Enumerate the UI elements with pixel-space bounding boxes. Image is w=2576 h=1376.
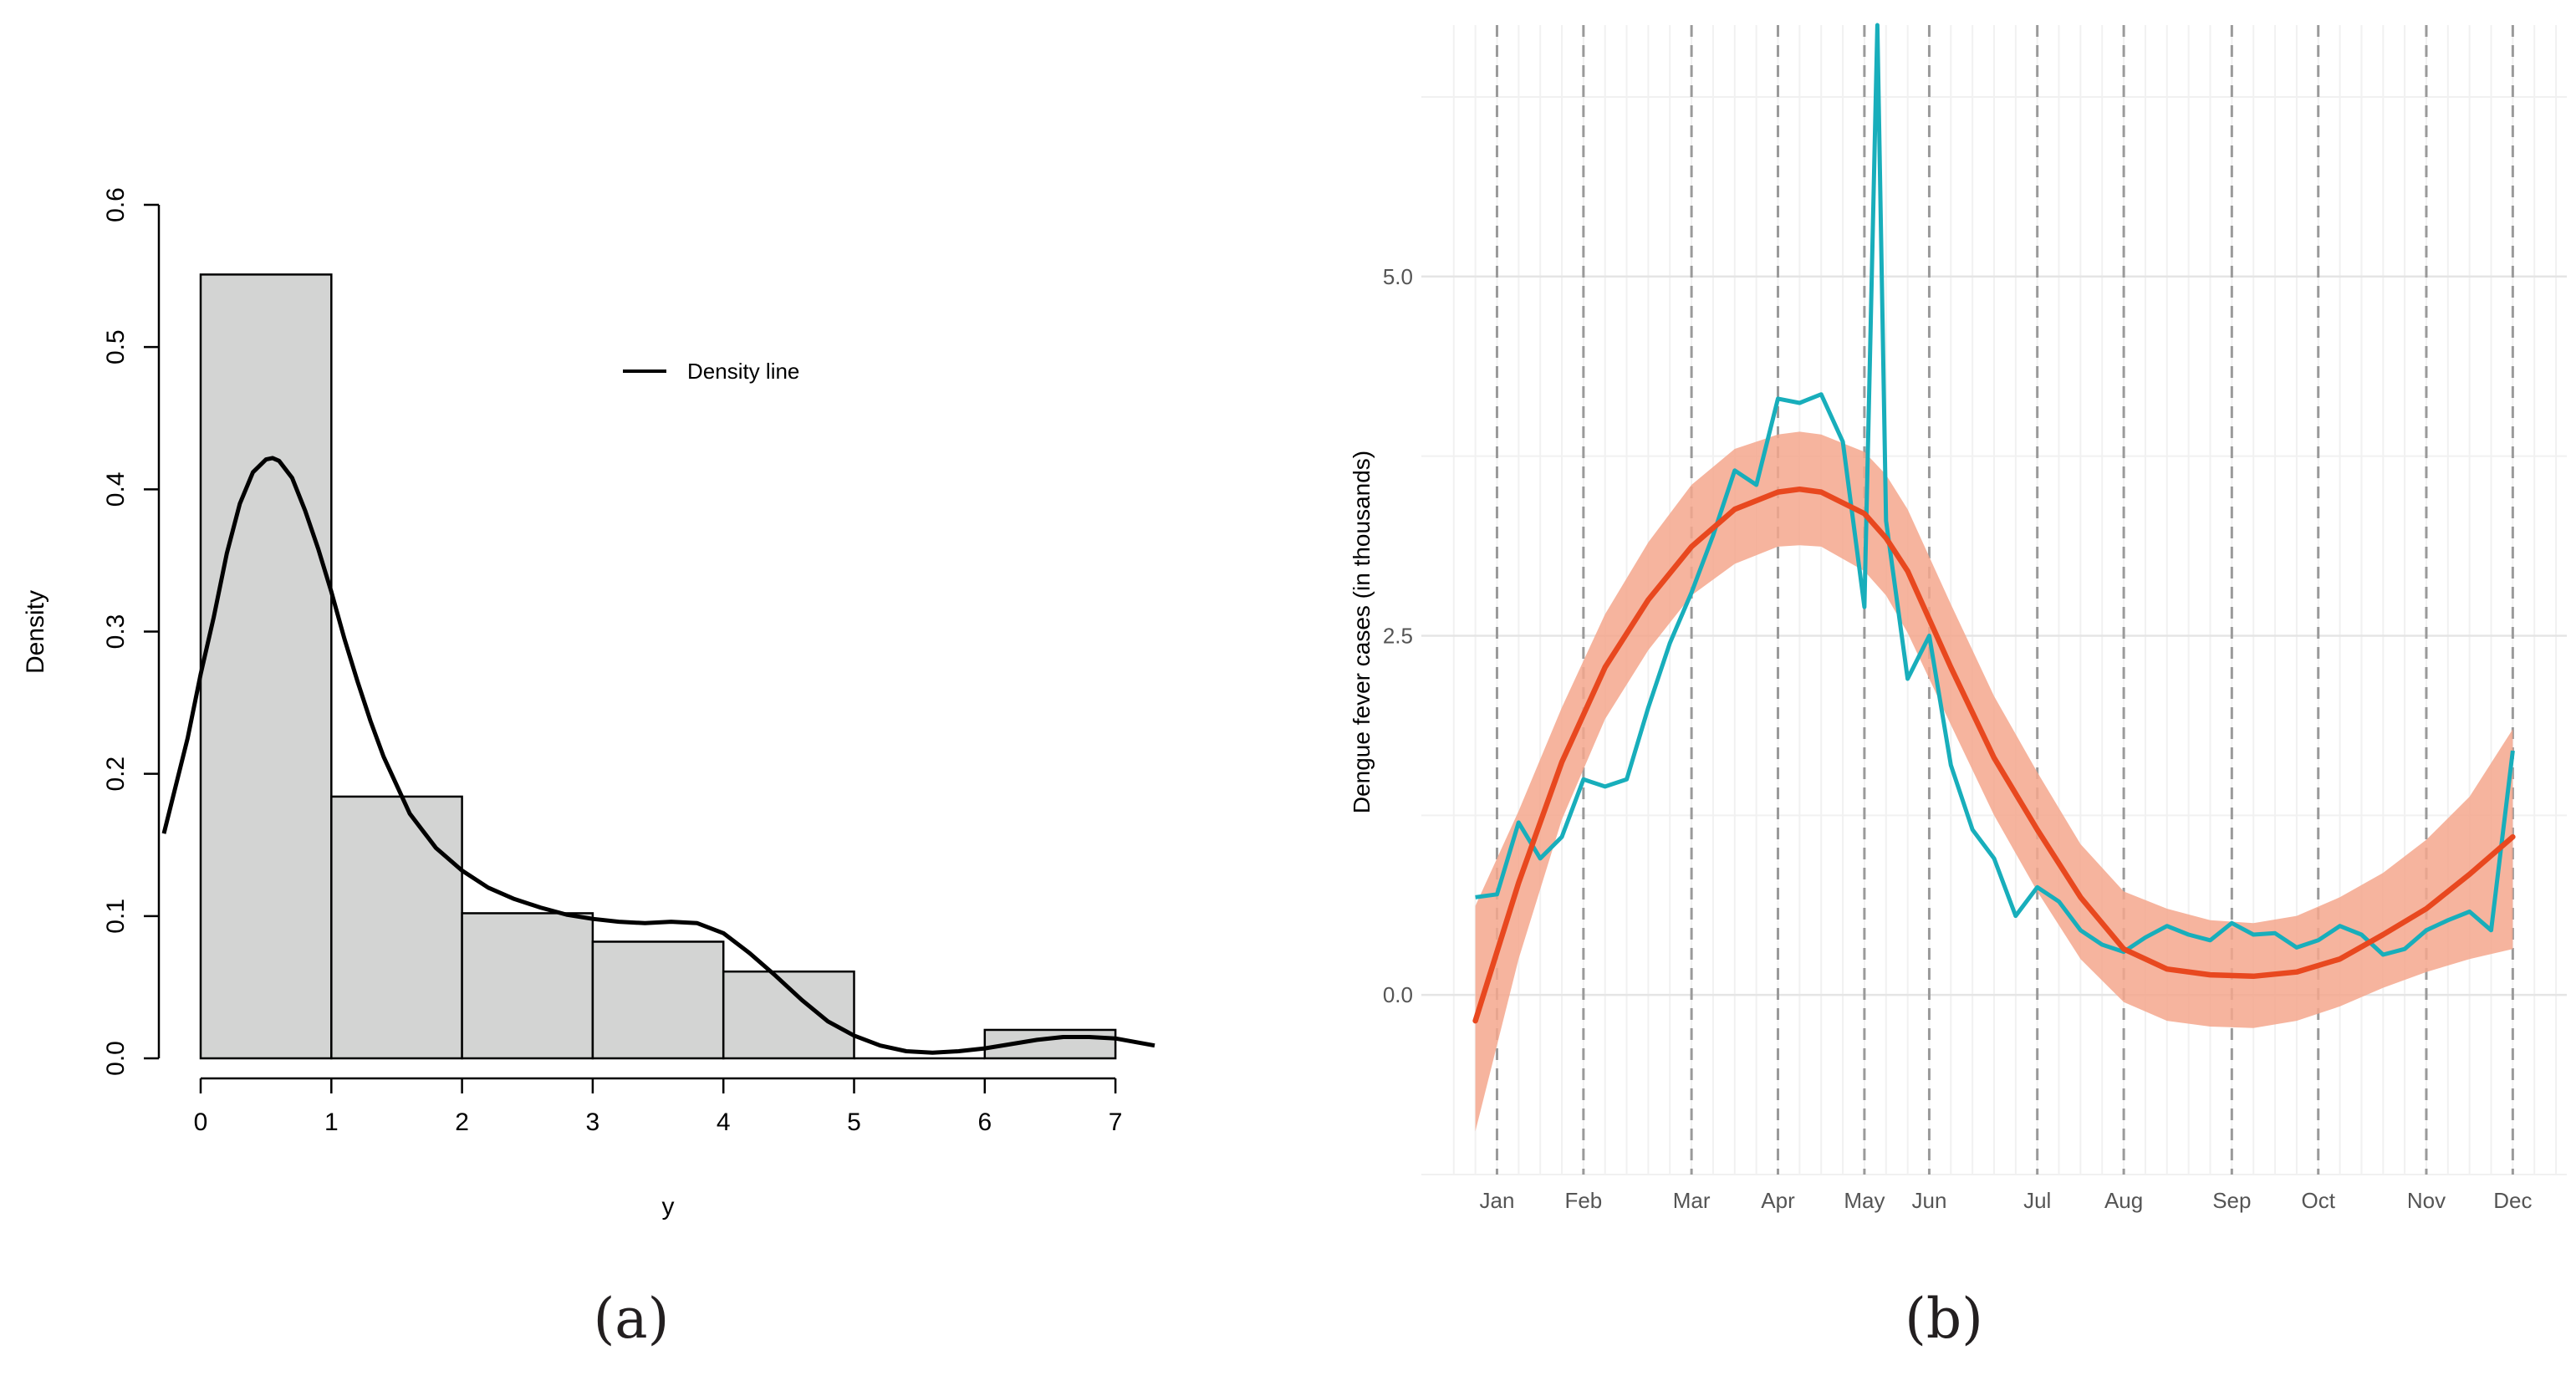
month-label-apr: Apr [1761,1188,1795,1213]
month-label-feb: Feb [1564,1188,1602,1213]
histogram-bar-1 [330,795,463,1060]
legend: Density line [623,359,799,384]
panel-a-x-tick-label-3: 3 [586,1108,600,1136]
month-label-jun: Jun [1911,1188,1946,1213]
panel-b-axes: 0.0 2.5 5.0 Jan Feb Mar Apr May Jun Jul Aug Sep Oct N… [1383,264,2533,1213]
month-label-aug: Aug [2104,1188,2143,1213]
panel-a-y-tick-label-5: 0.5 [102,329,130,364]
panel-a: 0.0 0.1 0.2 0.3 0.4 0.5 0.6 0 1 2 3 4 5 6 7 Density li… [22,187,1155,1351]
histogram-bars [199,273,1117,1060]
panel-b-gridlines [1421,25,2567,1175]
panel-a-y-tick-label-3: 0.3 [102,614,130,650]
panel-a-x-tick-label-5: 5 [847,1108,861,1136]
legend-label-density-line: Density line [687,359,799,384]
panel-a-x-tick-label-1: 1 [324,1108,339,1136]
panel-a-y-tick-label-4: 0.4 [102,471,130,507]
panel-b-caption: (b) [1905,1287,1983,1351]
panel-b-y-tick-label-2: 5.0 [1383,264,1413,289]
density-line-layer [161,456,1155,1055]
panel-a-caption: (a) [594,1287,670,1351]
panel-a-y-tick-label-2: 0.2 [102,757,130,792]
panel-b: 0.0 2.5 5.0 Jan Feb Mar Apr May Jun Jul Aug Sep Oct N… [1349,23,2567,1351]
panel-a-y-tick-label-1: 0.1 [102,899,130,934]
confidence-band-layer [1475,431,2513,1132]
panel-a-y-tick-label-6: 0.6 [102,187,130,222]
panel-a-ylabel: Density [22,590,49,674]
month-label-mar: Mar [1673,1188,1711,1213]
panel-a-x-tick-label-4: 4 [717,1108,731,1136]
observed-series-line [1475,23,2515,957]
month-rules [1495,25,2514,1175]
panel-a-y-tick-label-0: 0.0 [102,1041,130,1076]
panel-a-xlabel: y [662,1193,675,1221]
month-label-nov: Nov [2407,1188,2446,1213]
histogram-bar-2 [461,912,594,1060]
month-label-jul: Jul [2023,1188,2051,1213]
panel-b-y-tick-label-1: 2.5 [1383,623,1413,648]
panel-a-x-tick-label-0: 0 [194,1108,208,1136]
density-line [161,456,1155,1055]
histogram-bar-3 [591,940,725,1060]
month-label-dec: Dec [2493,1188,2532,1213]
fitted-series-line [1472,486,2516,1024]
panel-b-ylabel: Dengue fever cases (in thousands) [1349,451,1375,813]
month-label-oct: Oct [2302,1188,2336,1213]
panel-a-x-tick-label-6: 6 [977,1108,992,1136]
month-label-may: May [1844,1188,1885,1213]
histogram-bar-0 [199,273,333,1060]
month-label-jan: Jan [1480,1188,1515,1213]
histogram-bar-4 [722,970,855,1060]
panel-a-x-tick-label-7: 7 [1109,1108,1123,1136]
series-lines [1472,23,2516,1024]
confidence-band [1475,431,2513,1132]
panel-b-y-tick-label-0: 0.0 [1383,982,1413,1007]
panel-a-x-tick-label-2: 2 [455,1108,469,1136]
panel-a-axes: 0.0 0.1 0.2 0.3 0.4 0.5 0.6 0 1 2 3 4 5 6 7 [102,187,1122,1136]
month-label-sep: Sep [2212,1188,2251,1213]
